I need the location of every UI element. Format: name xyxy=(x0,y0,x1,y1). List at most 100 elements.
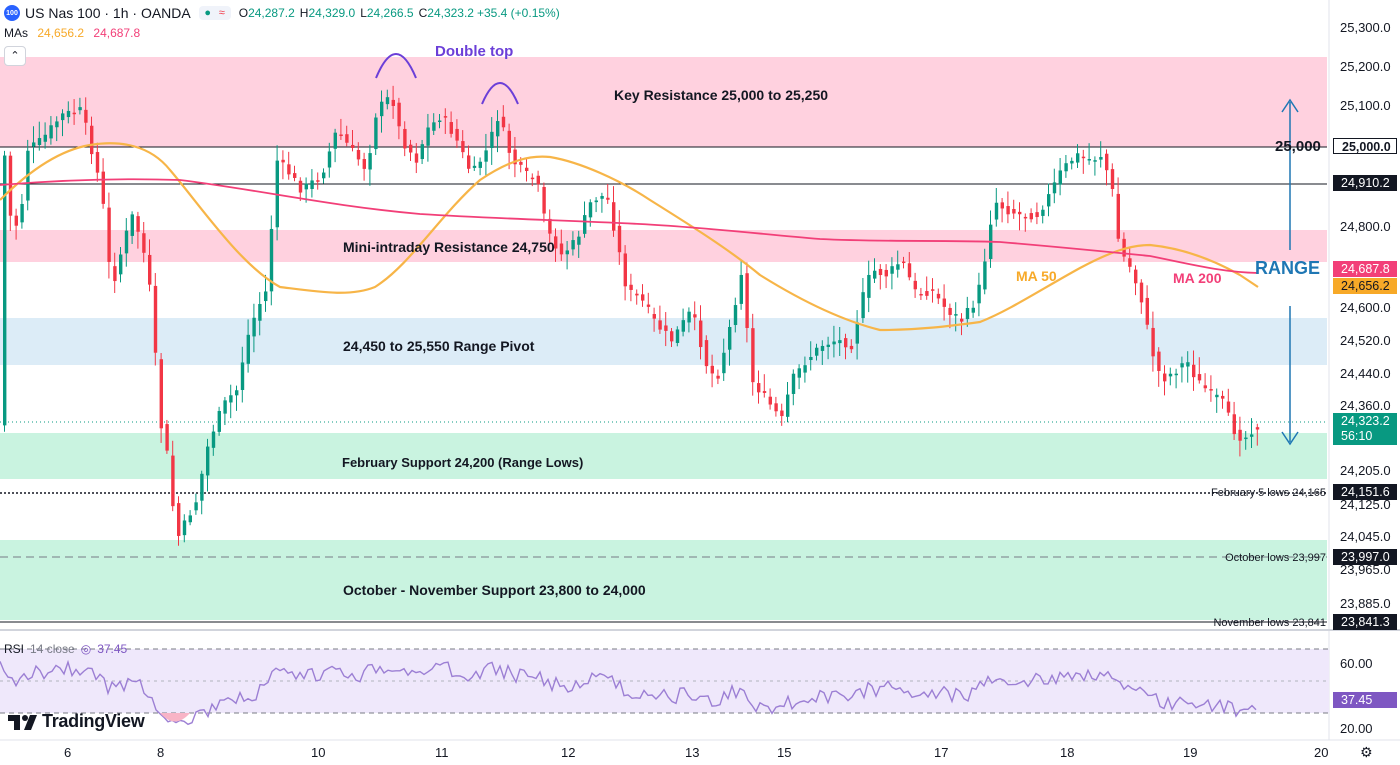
candle-body xyxy=(37,138,42,145)
candle-body xyxy=(1244,437,1248,440)
candle-body xyxy=(142,233,146,253)
candle-body xyxy=(780,410,784,417)
candle-body xyxy=(258,304,262,321)
candle-body xyxy=(832,341,836,345)
candle-body xyxy=(710,365,714,374)
price-tick: 25,100.0 xyxy=(1340,98,1391,113)
candle-body xyxy=(1035,212,1039,218)
candle-body xyxy=(983,261,987,290)
ma200-legend-value: 24,687.8 xyxy=(93,26,141,40)
candle-body xyxy=(229,395,233,403)
high-value: 24,329.0 xyxy=(308,6,356,20)
range-pivot-zone xyxy=(0,318,1327,365)
feb-support-zone xyxy=(0,433,1327,479)
tag-24151: 24,151.6 xyxy=(1333,484,1397,500)
candle-body xyxy=(171,455,175,507)
candle-body xyxy=(722,352,726,374)
candle-body xyxy=(1052,182,1057,194)
candle-body xyxy=(1064,163,1068,172)
candle-body xyxy=(1226,401,1231,413)
candle-body xyxy=(1018,211,1022,215)
candle-body xyxy=(403,128,407,149)
candle-body xyxy=(84,109,88,123)
candle-body xyxy=(600,196,604,199)
candle-body xyxy=(124,230,129,254)
candle-body xyxy=(1076,153,1080,163)
candle-body xyxy=(583,215,587,234)
candle-body xyxy=(182,520,187,536)
price-tick: 25,200.0 xyxy=(1340,59,1391,74)
candle-body xyxy=(873,270,877,279)
candle-body xyxy=(948,307,952,315)
candle-body xyxy=(101,171,105,204)
candle-body xyxy=(194,502,198,511)
tag-ma200: 24,687.8 xyxy=(1333,261,1397,277)
tradingview-logo[interactable]: TradingView xyxy=(8,711,145,732)
candle-body xyxy=(345,134,349,143)
candle-body xyxy=(1105,153,1109,171)
candle-body xyxy=(623,253,627,287)
candle-body xyxy=(925,291,929,296)
candle-body xyxy=(368,153,372,170)
candle-body xyxy=(3,155,7,426)
bar-countdown: 56:10 xyxy=(1341,429,1373,443)
candle-body xyxy=(861,292,865,319)
symbol-title[interactable]: US Nas 100 · 1h · OANDA xyxy=(25,5,191,21)
candle-body xyxy=(177,503,181,536)
rsi-legend[interactable]: RSI 14 close ◎ 37.45 xyxy=(4,642,127,656)
price-tick: 23,965.0 xyxy=(1340,562,1391,577)
range-label: RANGE xyxy=(1255,258,1321,278)
candle-body xyxy=(681,320,685,332)
candle-body xyxy=(136,216,140,232)
candle-body xyxy=(687,311,691,323)
status-buttons[interactable]: ● ≈ xyxy=(198,6,231,20)
candle-body xyxy=(612,202,616,231)
candle-body xyxy=(652,314,656,319)
rsi-eye-icon[interactable]: ◎ xyxy=(80,642,92,656)
candle-body xyxy=(849,345,854,350)
candle-body xyxy=(844,338,848,348)
candle-body xyxy=(1255,427,1260,430)
candle-body xyxy=(78,107,82,111)
price-tick: 25,300.0 xyxy=(1340,20,1391,35)
symbol-badge[interactable]: 100 xyxy=(4,5,20,21)
candle-body xyxy=(478,161,482,168)
candle-body xyxy=(310,180,314,189)
candle-body xyxy=(32,142,36,147)
candle-body xyxy=(327,151,332,168)
candle-body xyxy=(316,180,320,182)
candle-body xyxy=(438,120,442,122)
rsi-oversold-fill xyxy=(160,713,190,722)
chart-header: 100 US Nas 100 · 1h · OANDA ● ≈ O 24,287… xyxy=(4,3,563,23)
candle-body xyxy=(1192,364,1196,378)
time-tick: 13 xyxy=(685,745,700,760)
collapse-legend-button[interactable]: ⌃ xyxy=(4,46,26,66)
candle-body xyxy=(606,197,610,200)
candle-body xyxy=(1029,213,1033,220)
candle-body xyxy=(617,225,622,253)
mas-legend[interactable]: MAs 24,656.2 24,687.8 xyxy=(4,26,140,40)
data-status-icon[interactable]: ≈ xyxy=(218,7,225,19)
candle-body xyxy=(757,383,761,393)
close-value: 24,323.2 xyxy=(427,6,474,20)
candle-body xyxy=(797,368,801,378)
ma200-line xyxy=(0,178,1259,274)
candle-body xyxy=(936,293,941,299)
market-status-dot-icon[interactable]: ● xyxy=(204,7,212,19)
rsi-line xyxy=(0,659,1257,726)
ma50-line xyxy=(0,142,1259,332)
candle-body xyxy=(768,396,772,405)
price-tick: 24,600.0 xyxy=(1340,300,1391,315)
candle-body xyxy=(1221,395,1225,399)
ma50-legend-value: 24,656.2 xyxy=(37,26,85,40)
settings-gear-icon[interactable]: ⚙ xyxy=(1360,744,1373,760)
time-tick: 20 xyxy=(1314,745,1329,760)
candle-body xyxy=(635,293,639,296)
candle-body xyxy=(1232,414,1236,435)
candle-body xyxy=(838,340,842,344)
candle-body xyxy=(107,207,111,262)
feb-support-label: February Support 24,200 (Range Lows) xyxy=(342,455,584,470)
candle-body xyxy=(519,161,523,165)
candle-body xyxy=(467,155,471,169)
